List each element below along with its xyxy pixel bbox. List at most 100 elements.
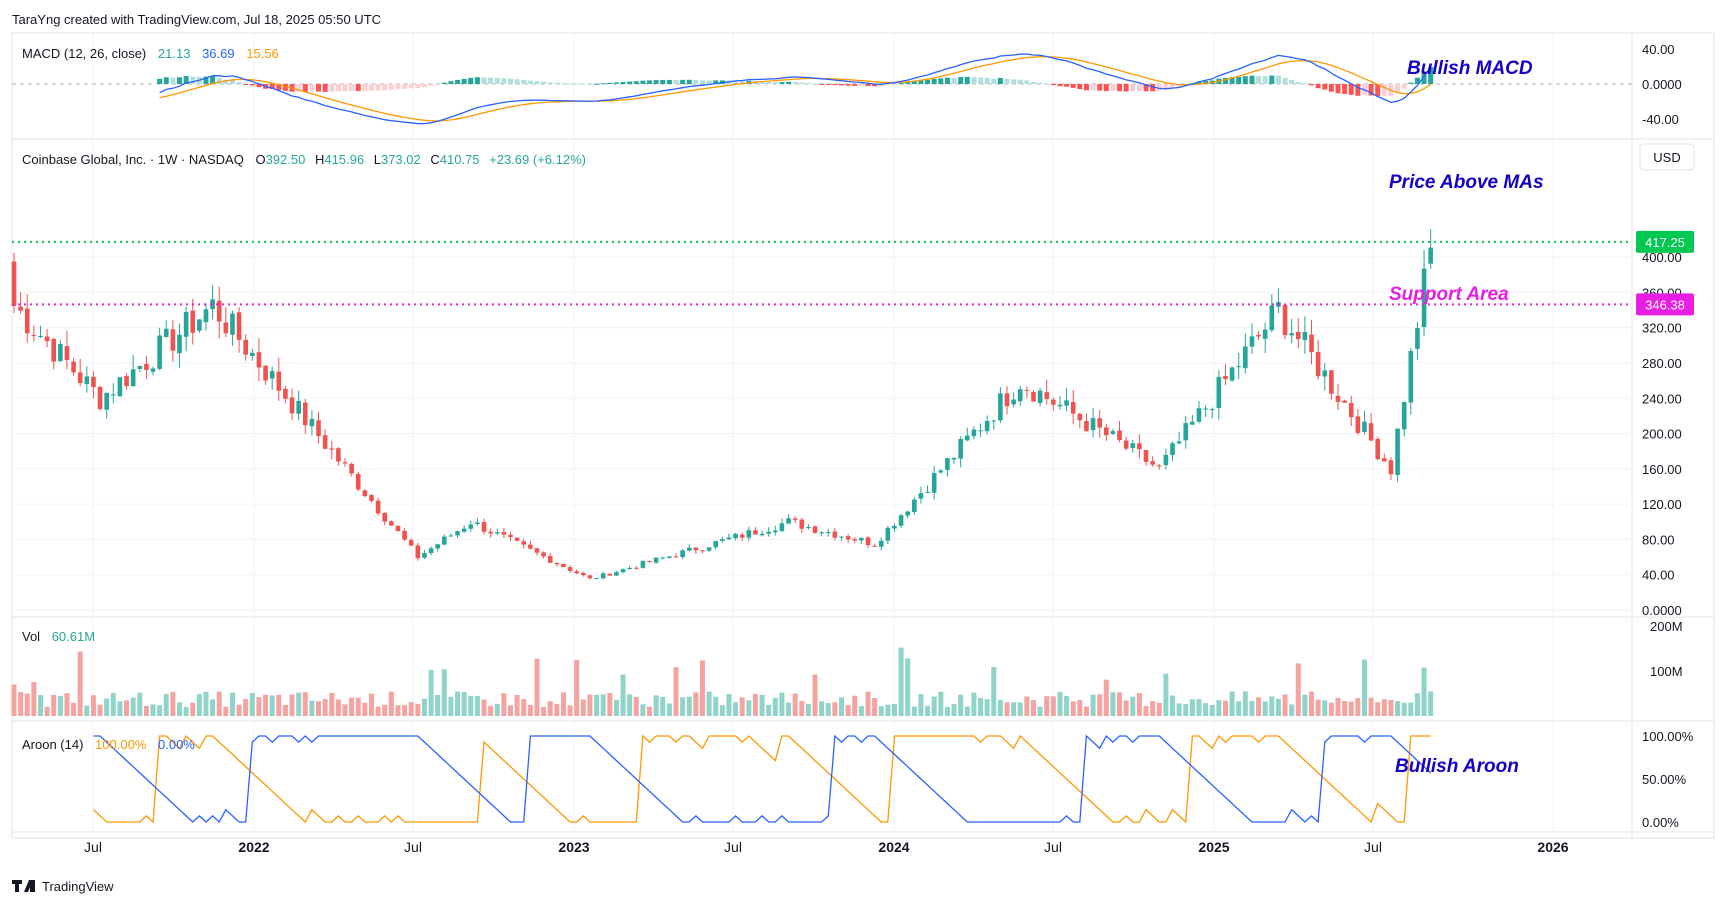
price-pane[interactable] — [11, 229, 1433, 580]
macd-histogram-bar — [501, 78, 507, 84]
volume-bar — [1050, 696, 1056, 716]
volume-bar — [647, 706, 653, 716]
macd-histogram-bar — [1097, 84, 1103, 91]
candle-body — [720, 539, 725, 541]
candle-body — [773, 530, 778, 533]
macd-histogram-bar — [1156, 84, 1162, 92]
volume-pane[interactable] — [11, 647, 1434, 716]
macd-histogram-bar — [428, 84, 434, 86]
volume-bar — [1348, 701, 1354, 716]
volume-bar — [110, 692, 116, 716]
volume-bar — [183, 706, 189, 716]
volume-bar — [891, 703, 897, 716]
price-axis[interactable]: 0.0000 40.00 80.00 120.00 160.00 200.00 240.00… — [1642, 42, 1694, 830]
macd-tick-0: 40.00 — [1642, 42, 1675, 57]
candle-body — [971, 429, 977, 437]
candle-body — [223, 322, 229, 334]
macd-pane[interactable] — [157, 53, 1434, 125]
candle-body — [581, 572, 586, 576]
volume-bar — [640, 704, 646, 716]
macd-histogram-bar — [1322, 84, 1328, 90]
candle-body — [806, 526, 811, 529]
aroon-pane[interactable] — [92, 734, 1432, 824]
volume-bar — [428, 669, 434, 716]
candle-body — [1216, 376, 1222, 408]
symbol-legend[interactable]: Coinbase Global, Inc. · 1W · NASDAQ O392… — [22, 152, 586, 167]
macd-histogram-bar — [1117, 84, 1123, 92]
aroon-legend[interactable]: Aroon (14) 100.00% 0.00% — [22, 737, 195, 752]
macd-histogram-bar — [276, 84, 282, 91]
candle-body — [1282, 305, 1288, 336]
candle-body — [786, 518, 791, 524]
volume-bar — [1282, 694, 1288, 716]
volume-bar — [435, 694, 441, 716]
macd-histogram-bar — [335, 84, 341, 92]
volume-bar — [375, 706, 381, 716]
volume-bar — [256, 697, 262, 716]
macd-histogram-bar — [302, 84, 308, 92]
volume-bar — [342, 704, 348, 716]
macd-histogram-bar — [1395, 84, 1401, 93]
macd-legend[interactable]: MACD (12, 26, close) 21.13 36.69 15.56 — [22, 46, 279, 61]
macd-histogram-bar — [1414, 77, 1420, 84]
volume-bar — [415, 704, 421, 716]
candle-body — [1137, 443, 1142, 450]
volume-bar — [177, 702, 182, 716]
candle-body — [766, 531, 771, 534]
high-value: 415.96 — [324, 152, 364, 167]
volume-bar — [1064, 696, 1070, 716]
volume-bar — [1163, 673, 1169, 716]
close-label: C — [430, 152, 439, 167]
volume-bar — [1355, 698, 1361, 716]
time-axis[interactable]: Jul 2022 Jul 2023 Jul 2024 Jul 2025 Jul 2026 — [84, 839, 1569, 855]
volume-bar — [693, 692, 699, 716]
volume-bar — [1236, 701, 1242, 716]
macd-histogram-bar — [282, 84, 288, 91]
volume-legend[interactable]: Vol 60.61M — [22, 629, 95, 644]
tradingview-brand: TradingView — [42, 879, 114, 894]
candle-body — [587, 575, 593, 579]
volume-bar — [1428, 691, 1434, 716]
candle-body — [190, 310, 196, 333]
macd-histogram-bar — [680, 79, 686, 84]
volume-bar — [1030, 700, 1036, 716]
candle-body — [1077, 413, 1083, 421]
macd-histogram-bar — [733, 80, 739, 84]
volume-bar — [296, 692, 302, 716]
volume-bar — [1037, 706, 1043, 716]
tradingview-logo-icon — [12, 880, 35, 892]
volume-bar — [653, 695, 659, 716]
macd-histogram-bar — [666, 79, 672, 84]
time-tick-2: Jul — [404, 839, 422, 855]
tradingview-logo[interactable]: TradingView — [12, 879, 114, 894]
candle-body — [514, 537, 520, 541]
currency-button[interactable] — [1639, 143, 1695, 171]
macd-histogram-bar — [805, 83, 811, 85]
volume-bar — [316, 701, 322, 716]
candle-body — [1256, 334, 1261, 337]
volume-bar — [236, 704, 242, 716]
candle-body — [316, 420, 321, 437]
macd-histogram-bar — [1030, 81, 1036, 84]
macd-histogram-bar — [223, 79, 229, 84]
volume-bar — [527, 704, 533, 716]
volume-bar — [1295, 663, 1301, 716]
volume-bar — [455, 691, 461, 716]
candle-body — [872, 545, 877, 547]
candle-body — [912, 499, 917, 512]
candle-body — [1223, 376, 1228, 380]
volume-bar — [382, 704, 388, 716]
candle-body — [124, 376, 129, 387]
candle-body — [461, 528, 467, 532]
volume-bar — [560, 692, 566, 716]
macd-histogram-bar — [474, 77, 480, 84]
candle-body — [216, 300, 222, 322]
open-label: O — [255, 152, 265, 167]
macd-line — [159, 53, 1432, 125]
macd-histogram-bar — [739, 80, 745, 84]
macd-histogram-bar — [1057, 84, 1063, 87]
candle-body — [243, 339, 248, 355]
candle-body — [1329, 370, 1334, 394]
macd-histogram-bar — [163, 77, 169, 84]
volume-bar — [680, 697, 686, 716]
